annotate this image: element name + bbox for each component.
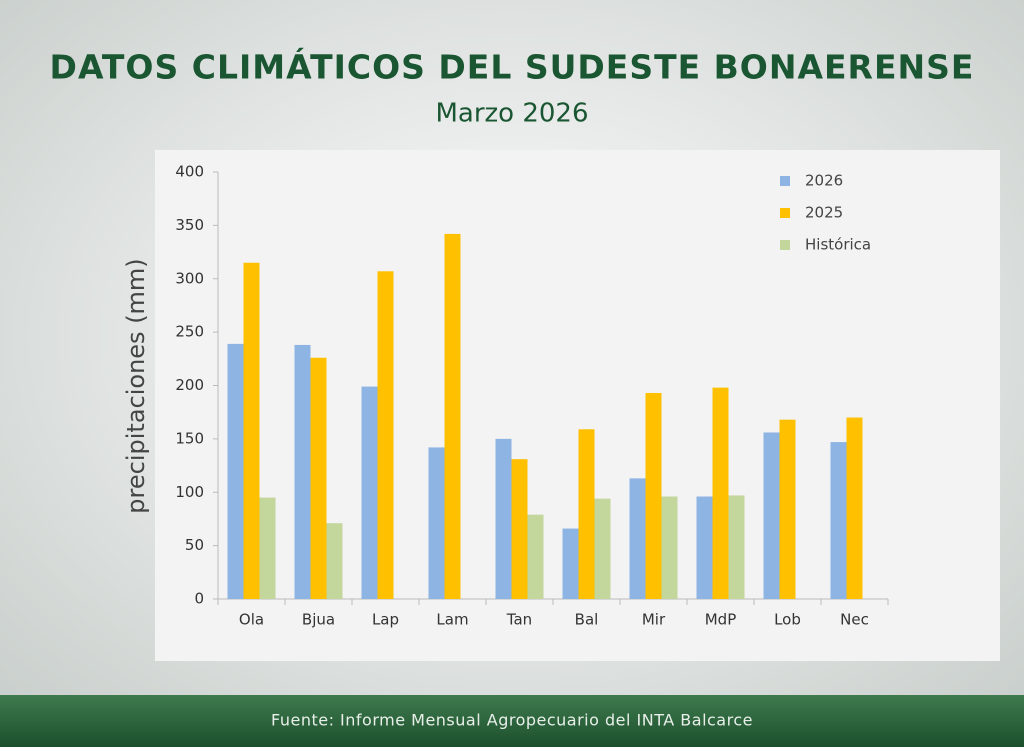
x-tick-label: Lap <box>372 611 399 629</box>
y-tick-label: 100 <box>175 483 204 501</box>
y-tick-label: 150 <box>175 429 204 447</box>
x-tick-label: MdP <box>705 611 737 629</box>
x-tick-label: Nec <box>840 611 869 629</box>
legend-label: 2026 <box>805 172 843 190</box>
bar <box>779 419 796 599</box>
bar <box>578 429 595 599</box>
x-tick-label: Lob <box>774 611 801 629</box>
y-axis-label: precipitaciones (mm) <box>122 258 150 513</box>
bar <box>310 357 327 599</box>
bar <box>629 478 646 599</box>
bar <box>712 387 729 599</box>
bar <box>243 262 260 599</box>
x-tick-label: Bjua <box>302 611 335 629</box>
bar <box>661 496 678 599</box>
y-tick-label: 50 <box>185 536 204 554</box>
legend-swatch <box>780 176 790 186</box>
bar <box>444 233 461 600</box>
bar <box>511 459 528 599</box>
y-tick-label: 300 <box>175 269 204 287</box>
chart-title: DATOS CLIMÁTICOS DEL SUDESTE BONAERENSE <box>50 47 975 87</box>
y-tick-label: 200 <box>175 376 204 394</box>
x-tick-label: Mir <box>642 611 666 629</box>
bar <box>428 447 445 599</box>
source: Fuente: Informe Mensual Agropecuario del… <box>271 711 753 730</box>
bar <box>361 386 378 599</box>
y-tick-label: 0 <box>194 590 204 608</box>
bar <box>495 438 512 599</box>
bar <box>227 343 244 599</box>
bar <box>294 344 311 599</box>
bar <box>645 392 662 599</box>
bar <box>527 514 544 599</box>
bar <box>696 496 713 599</box>
bar <box>562 528 579 599</box>
y-tick-label: 350 <box>175 216 204 234</box>
x-tick-label: Tan <box>506 611 532 629</box>
legend-swatch <box>780 208 790 218</box>
x-tick-label: Ola <box>239 611 264 629</box>
footer-band <box>0 695 1024 747</box>
x-tick-label: Bal <box>575 611 599 629</box>
bar <box>326 523 343 599</box>
bar <box>594 498 611 599</box>
bar <box>830 442 847 599</box>
legend-swatch <box>780 240 790 250</box>
bar <box>728 495 745 599</box>
legend-label: 2025 <box>805 204 843 222</box>
bar <box>763 432 780 599</box>
y-tick-label: 400 <box>175 163 204 181</box>
x-tick-label: Lam <box>436 611 468 629</box>
y-tick-label: 250 <box>175 323 204 341</box>
bar <box>846 417 863 599</box>
chart-subtitle: Marzo 2026 <box>435 99 588 129</box>
bar <box>259 497 276 599</box>
bar <box>377 271 394 599</box>
legend-label: Histórica <box>805 236 871 254</box>
